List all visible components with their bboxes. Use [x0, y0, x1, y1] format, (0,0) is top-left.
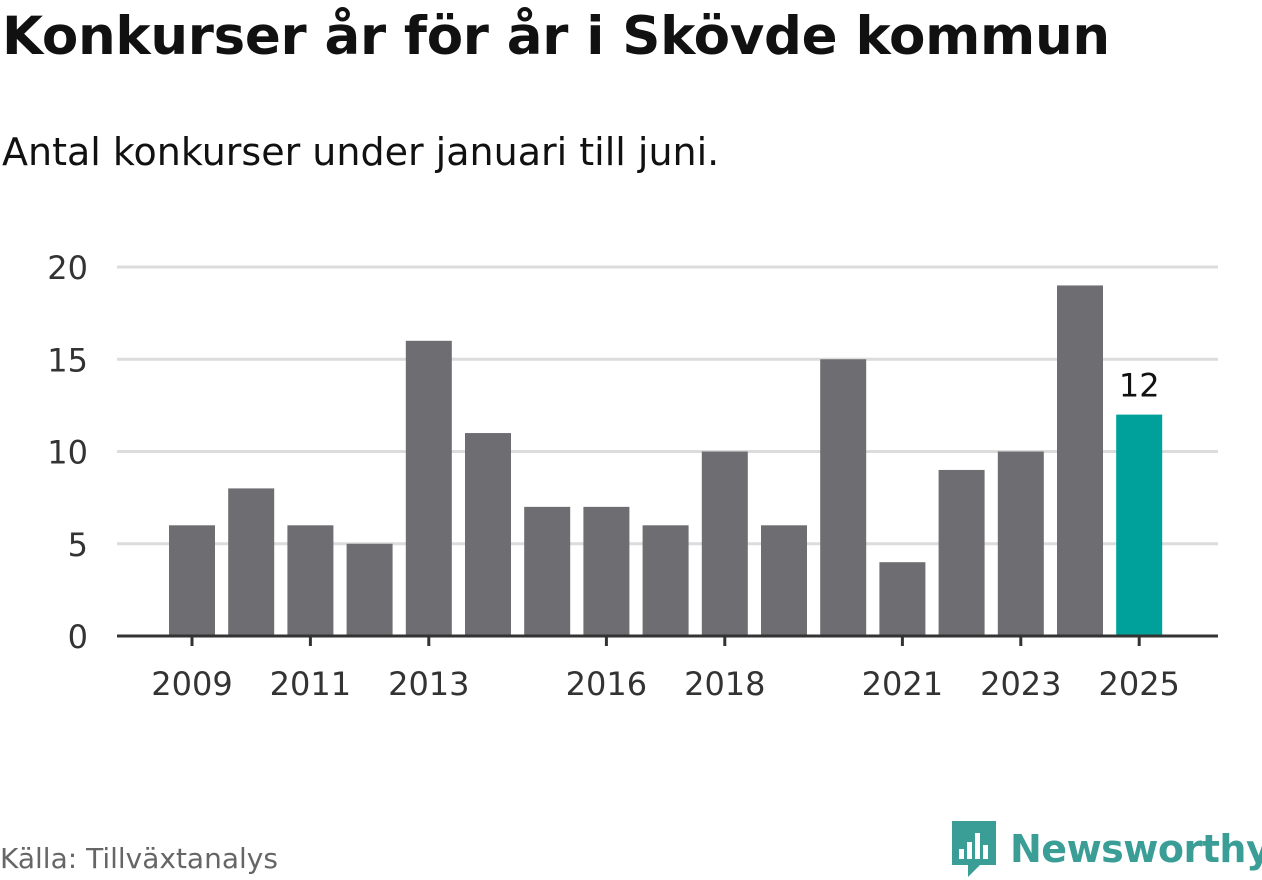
bar-2021 [879, 562, 926, 636]
bar-2011 [287, 525, 334, 636]
brand-logo: Newsworthy [950, 818, 1262, 880]
y-tick-label: 0 [68, 618, 88, 656]
y-tick-label: 10 [47, 434, 88, 472]
y-tick-label: 15 [47, 341, 88, 379]
bar-2016 [583, 506, 630, 636]
bar-2009 [169, 525, 215, 636]
bar-chart: 0 5 10 15 20 2009 2011 2013 2016 2018 2021 2023 2025… [47, 249, 1218, 703]
x-tick-label: 2025 [1098, 665, 1179, 703]
x-tick-label: 2016 [566, 665, 647, 703]
x-tick-label: 2023 [980, 665, 1061, 703]
bar-2023 [997, 451, 1044, 636]
bars [169, 285, 1163, 636]
bar-2024 [1057, 285, 1103, 636]
bar-2018 [701, 451, 748, 636]
x-tick-label: 2009 [151, 665, 232, 703]
bar-chart-speech-bubble-icon [952, 821, 996, 877]
bar-2014 [465, 433, 511, 636]
x-tick-label: 2018 [684, 665, 765, 703]
x-tick-label: 2013 [388, 665, 469, 703]
bar-2015 [524, 506, 571, 636]
bar-2022 [938, 469, 985, 636]
chart-subtitle: Antal konkurser under januari till juni. [2, 130, 720, 174]
data-label: 12 [1119, 367, 1160, 405]
bar-2025 [1116, 414, 1163, 636]
source-note: Källa: Tillväxtanalys [0, 842, 278, 875]
gridlines [117, 265, 1218, 546]
bar-2013 [405, 340, 452, 636]
labels: 0 5 10 15 20 2009 2011 2013 2016 2018 2021 2023 2025… [47, 249, 1180, 703]
bar-2017 [642, 525, 689, 636]
x-tick-label: 2011 [270, 665, 351, 703]
y-tick-label: 5 [68, 526, 88, 564]
axes [117, 634, 1218, 646]
bar-2010 [228, 488, 275, 636]
bar-2012 [346, 543, 393, 636]
bar-2019 [761, 525, 807, 636]
y-tick-label: 20 [47, 249, 88, 287]
brand-name: Newsworthy [1010, 827, 1262, 871]
chart-title: Konkurser år för år i Skövde kommun [2, 6, 1110, 67]
x-tick-label: 2021 [862, 665, 943, 703]
bar-2020 [820, 359, 867, 636]
